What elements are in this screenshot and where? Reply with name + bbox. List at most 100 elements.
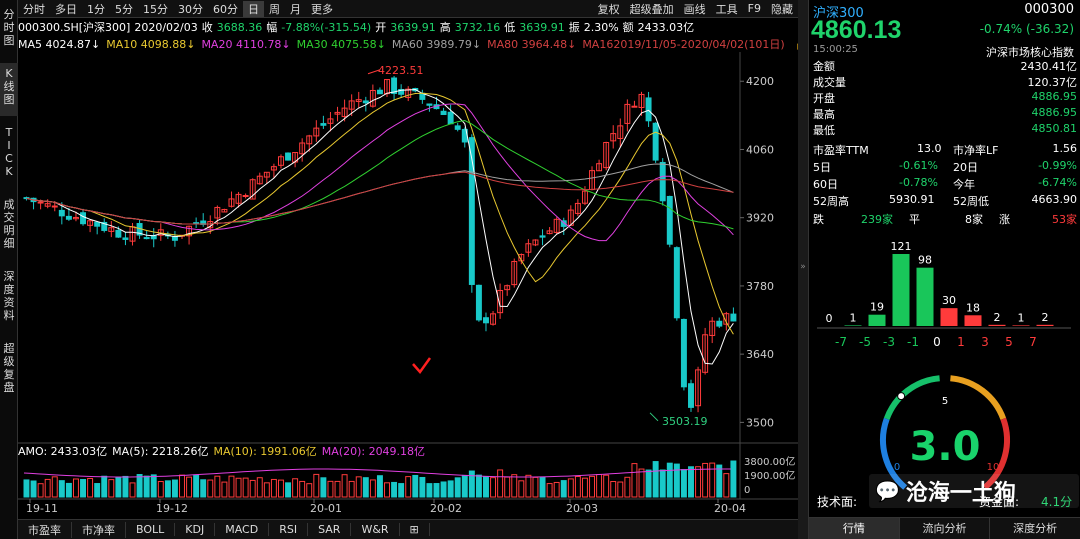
candle-body <box>362 100 369 104</box>
dist-axis-label: 0 <box>933 335 941 349</box>
indicator-tab-SAR[interactable]: SAR <box>308 523 352 536</box>
dist-bar-label: 30 <box>942 294 956 307</box>
candle-body <box>115 229 122 238</box>
indicator-tab-⊞[interactable]: ⊞ <box>400 523 430 536</box>
period-tab-15分[interactable]: 15分 <box>143 2 168 16</box>
volume-bar <box>405 476 412 498</box>
period-tab-多日[interactable]: 多日 <box>55 2 77 16</box>
volume-bar <box>108 479 115 498</box>
tool-button-隐藏[interactable]: 隐藏 <box>771 2 793 16</box>
right-tab-深度分析[interactable]: 深度分析 <box>990 518 1080 539</box>
period-tab-周[interactable]: 周 <box>269 2 280 16</box>
candle-body <box>596 163 603 172</box>
period-tab-月[interactable]: 月 <box>290 2 301 16</box>
volume-bar <box>242 477 249 498</box>
volume-bar <box>581 477 588 498</box>
quote-time: 15:00:25 <box>813 44 858 55</box>
volume-bar <box>277 479 284 498</box>
period-toolbar: 分时 多日 1分 5分 15分 30分 60分日周月更多 复权 超级叠加 画线 工具 F9 隐藏 <box>18 0 798 18</box>
volume-bar <box>610 481 617 498</box>
x-tick-label: 20-03 <box>566 502 598 515</box>
indicator-tab-RSI[interactable]: RSI <box>269 523 309 536</box>
x-tick-label: 20-02 <box>430 502 462 515</box>
candle-body <box>313 127 320 137</box>
tool-button-F9[interactable]: F9 <box>747 2 761 15</box>
volume-bar <box>129 482 136 498</box>
candle-body <box>306 135 313 145</box>
52w-high-label: 52周高 <box>813 195 849 208</box>
candle-body <box>80 212 87 225</box>
period-tab-更多[interactable]: 更多 <box>311 2 333 16</box>
pb-label: 市净率LF <box>953 144 999 157</box>
kline-chart[interactable]: 4200 4060 3920 3780 3640 3500 4223.51 3503.19 38… <box>18 52 798 519</box>
bar-date: 2020/02/03 <box>134 20 198 34</box>
candle-body <box>426 103 433 106</box>
quote-row-value: 2430.41亿 <box>1020 60 1078 73</box>
period-tab-5分[interactable]: 5分 <box>115 2 133 16</box>
volume-bar <box>72 478 79 498</box>
volume-bar <box>256 477 263 498</box>
lock-icon[interactable]: 🔓 <box>795 38 798 51</box>
volume-bar <box>468 470 475 498</box>
volume-bar <box>560 480 567 498</box>
dist-bar-label: 1 <box>850 311 857 324</box>
leftnav-item-4[interactable]: 深度资料 <box>3 270 15 322</box>
candle-body <box>228 198 235 207</box>
indicator-tab-BOLL[interactable]: BOLL <box>126 523 176 536</box>
leftnav-item-0[interactable]: 分时图 <box>3 8 15 47</box>
tool-button-画线[interactable]: 画线 <box>683 2 706 16</box>
y-tick-label: 3640 <box>746 348 774 361</box>
low-value: 3639.91 <box>519 20 565 34</box>
leftnav-item-5[interactable]: 超级复盘 <box>3 342 15 394</box>
volume-bars <box>23 460 737 498</box>
indicator-tab-市净率[interactable]: 市净率 <box>72 521 126 538</box>
period-tab-60分[interactable]: 60分 <box>213 2 238 16</box>
candle-body <box>44 203 51 207</box>
volume-bar <box>299 480 306 498</box>
indicator-tab-MACD[interactable]: MACD <box>215 523 270 536</box>
right-tab-流向分析[interactable]: 流向分析 <box>899 518 991 539</box>
candle-body <box>468 137 475 285</box>
volume-bar <box>376 475 383 498</box>
panel-collapse-handle[interactable]: » <box>798 0 808 539</box>
period-tab-30分[interactable]: 30分 <box>178 2 203 16</box>
candle-body <box>186 225 193 237</box>
candle-body <box>475 284 482 321</box>
breadth-row: 跌 239家 平 8家 涨 53家 <box>813 211 1077 226</box>
tool-button-工具[interactable]: 工具 <box>715 2 738 16</box>
volume-bar <box>525 474 532 498</box>
volume-bar <box>37 483 44 498</box>
candle-body <box>709 320 716 336</box>
candle-body <box>617 125 624 139</box>
leftnav-item-3[interactable]: 成交明细 <box>3 198 15 250</box>
period-tab-日[interactable]: 日 <box>243 0 264 17</box>
indicator-tab-市盈率[interactable]: 市盈率 <box>18 521 72 538</box>
d20-value: -0.99% <box>1038 159 1077 172</box>
indicator-tab-W&R[interactable]: W&R <box>351 523 400 536</box>
period-tab-分时[interactable]: 分时 <box>23 2 45 16</box>
dist-bar <box>1036 324 1054 326</box>
candle-body <box>171 236 178 241</box>
quote-row-value: 120.37亿 <box>1027 76 1078 89</box>
dist-bar <box>940 308 958 326</box>
right-tab-行情[interactable]: 行情 <box>809 518 900 539</box>
ma60-legend: MA60 3989.79↓ <box>391 37 482 51</box>
period-tab-1分[interactable]: 1分 <box>87 2 105 16</box>
candle-body <box>334 111 341 115</box>
pe-pb-row: 市盈率TTM 13.0 市净率LF 1.56 <box>813 142 1077 157</box>
volume-bar <box>553 481 560 498</box>
ma-legend-row: MA5 4024.87↓ MA10 4098.88↓ MA20 4110.78↓… <box>18 36 798 52</box>
ma80-legend: MA80 3964.48↓ <box>487 37 577 51</box>
candle-body <box>525 243 532 253</box>
tool-button-复权[interactable]: 复权 <box>597 2 620 16</box>
tool-button-超级叠加[interactable]: 超级叠加 <box>629 2 674 16</box>
candle-body <box>143 237 150 240</box>
52w-low-label: 52周低 <box>953 195 989 208</box>
volume-bar <box>193 474 200 498</box>
volume-bar <box>659 469 666 498</box>
ma20-legend: MA20 4110.78↓ <box>201 37 291 51</box>
watermark: 💬 沧海一土狗 <box>869 474 1079 508</box>
indicator-tab-KDJ[interactable]: KDJ <box>175 523 216 536</box>
